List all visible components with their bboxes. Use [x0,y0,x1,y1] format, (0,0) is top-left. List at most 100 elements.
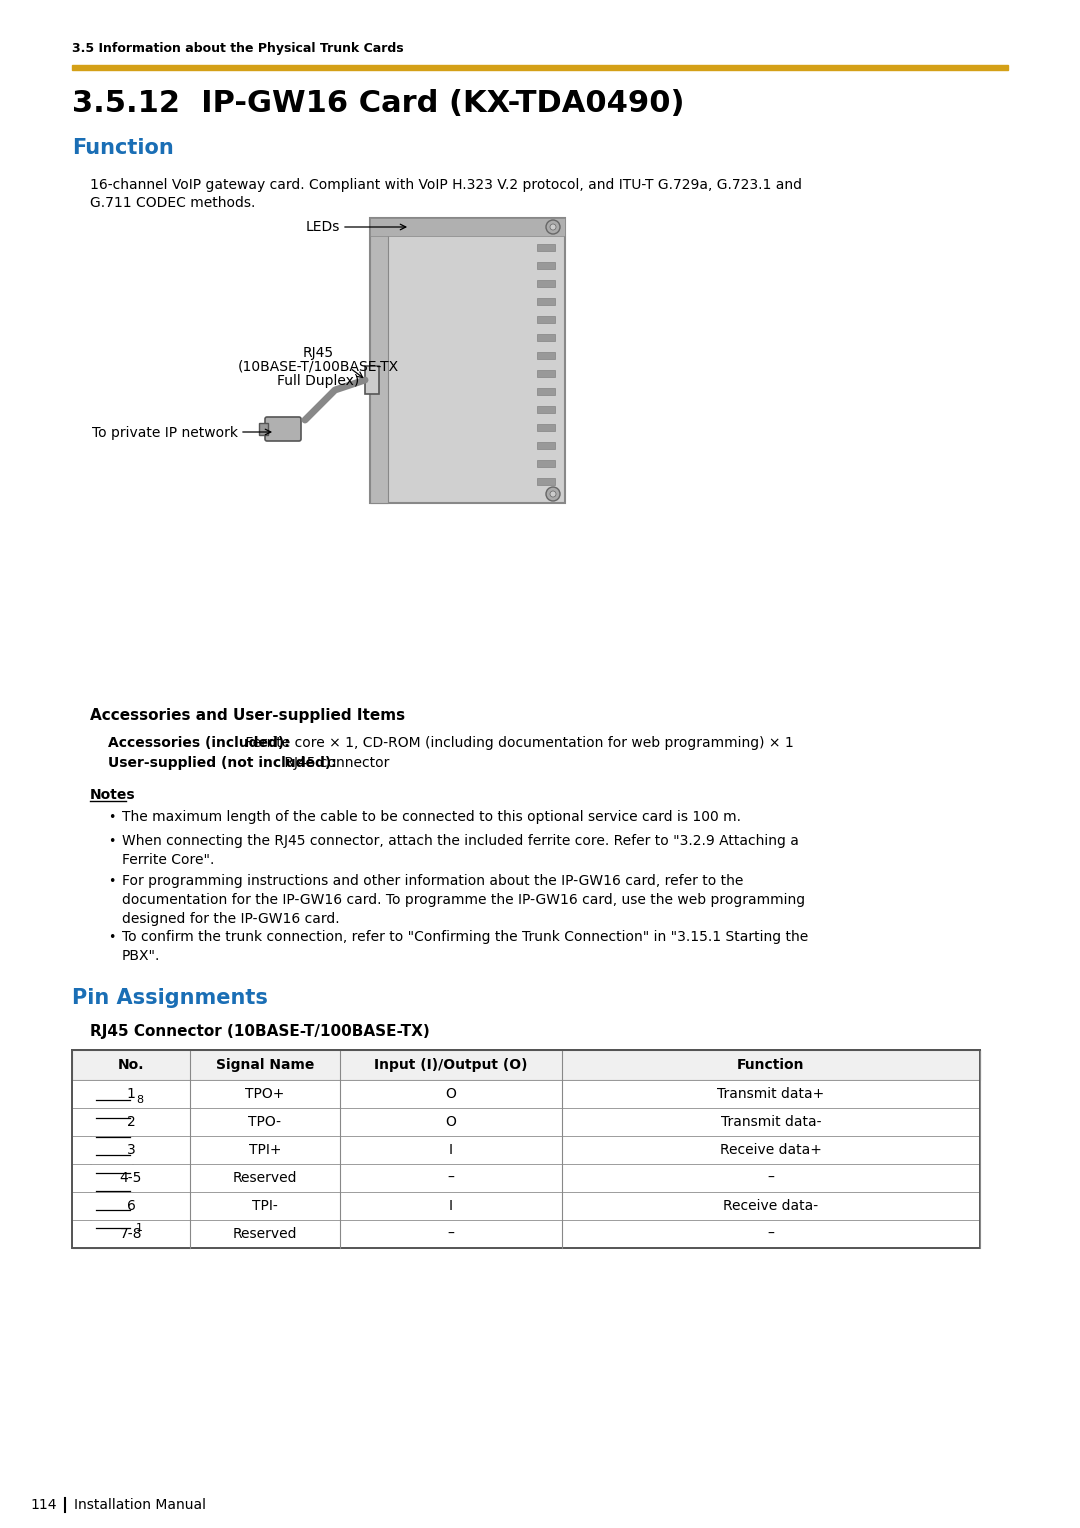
Text: Transmit data-: Transmit data- [720,1115,821,1129]
Text: •: • [108,811,116,824]
Text: Receive data-: Receive data- [724,1199,819,1213]
Circle shape [550,225,556,231]
Bar [537,478,555,484]
Text: 4-5: 4-5 [120,1170,143,1186]
Bar [190,1164,340,1192]
Text: Input (I)/Output (O): Input (I)/Output (O) [375,1057,528,1073]
Text: Pin Assignments: Pin Assignments [72,989,268,1008]
Bar [340,1219,562,1248]
Text: RJ45 connector: RJ45 connector [280,756,390,770]
Bar [537,261,555,269]
Bar [340,1108,562,1135]
Text: TPO-: TPO- [248,1115,282,1129]
Text: Full Duplex): Full Duplex) [276,374,360,388]
Bar [370,219,565,503]
Text: O: O [446,1115,457,1129]
Text: (10BASE-T/100BASE-TX: (10BASE-T/100BASE-TX [238,361,399,374]
Text: O: O [446,1086,457,1102]
Bar [190,1080,340,1108]
Text: Ferrite core × 1, CD-ROM (including documentation for web programming) × 1: Ferrite core × 1, CD-ROM (including docu… [241,736,794,750]
Text: 1: 1 [126,1086,135,1102]
Text: The maximum length of the cable to be connected to this optional service card is: The maximum length of the cable to be co… [122,810,741,824]
Text: 6: 6 [126,1199,135,1213]
Text: 114: 114 [30,1497,57,1513]
Text: Reserved: Reserved [233,1227,297,1241]
Bar [562,1080,980,1108]
Circle shape [550,490,556,497]
Bar [370,219,388,503]
Text: For programming instructions and other information about the IP-GW16 card, refer: For programming instructions and other i… [122,874,805,926]
Text: Signal Name: Signal Name [216,1057,314,1073]
Bar [72,1164,190,1192]
Text: LEDs: LEDs [306,220,340,234]
Bar [562,1219,980,1248]
Circle shape [546,487,561,501]
Bar [537,370,555,377]
Bar [562,1135,980,1164]
Text: Transmit data+: Transmit data+ [717,1086,825,1102]
Text: •: • [108,931,116,944]
Bar [190,1135,340,1164]
Bar [190,1219,340,1248]
Text: I: I [449,1143,453,1157]
Bar [340,1080,562,1108]
Text: Function: Function [738,1057,805,1073]
Bar [562,1108,980,1135]
Bar [72,1050,980,1080]
Bar [537,388,555,396]
Text: Accessories and User-supplied Items: Accessories and User-supplied Items [90,707,405,723]
Text: –: – [768,1170,774,1186]
Text: –: – [447,1170,455,1186]
Text: RJ45: RJ45 [302,345,334,361]
Bar [370,219,565,235]
Text: Notes: Notes [90,788,136,802]
Text: 16-channel VoIP gateway card. Compliant with VoIP H.323 V.2 protocol, and ITU-T : 16-channel VoIP gateway card. Compliant … [90,177,802,193]
Text: TPO+: TPO+ [245,1086,285,1102]
Text: Accessories (included):: Accessories (included): [108,736,289,750]
Text: –: – [768,1227,774,1241]
Bar [340,1164,562,1192]
Text: 2: 2 [126,1115,135,1129]
Text: Receive data+: Receive data+ [720,1143,822,1157]
Text: 3: 3 [126,1143,135,1157]
Bar [537,244,555,251]
Text: TPI-: TPI- [252,1199,278,1213]
Bar [537,335,555,341]
Text: Reserved: Reserved [233,1170,297,1186]
Text: 8: 8 [136,1096,144,1105]
Bar [340,1192,562,1219]
Bar [72,1192,190,1219]
Bar [537,460,555,468]
Text: When connecting the RJ45 connector, attach the included ferrite core. Refer to ": When connecting the RJ45 connector, atta… [122,834,799,868]
Bar [340,1135,562,1164]
Text: –: – [447,1227,455,1241]
Bar [72,1108,190,1135]
Bar [72,1050,980,1248]
Bar [190,1108,340,1135]
Bar [365,367,379,394]
Bar [72,1080,190,1248]
Text: 1: 1 [136,1222,143,1233]
Bar [562,1192,980,1219]
Text: To confirm the trunk connection, refer to "Confirming the Trunk Connection" in ": To confirm the trunk connection, refer t… [122,931,808,963]
Bar [91,1093,133,1236]
Bar [537,280,555,287]
Text: Installation Manual: Installation Manual [75,1497,206,1513]
Text: 7-8: 7-8 [120,1227,143,1241]
Text: User-supplied (not included):: User-supplied (not included): [108,756,337,770]
Bar [72,1219,190,1248]
Text: TPI+: TPI+ [248,1143,281,1157]
Text: Function: Function [72,138,174,157]
Text: •: • [108,876,116,888]
Text: 3.5.12  IP-GW16 Card (KX-TDA0490): 3.5.12 IP-GW16 Card (KX-TDA0490) [72,89,685,118]
Bar [537,351,555,359]
Bar [537,406,555,413]
Bar [537,298,555,306]
Bar [72,1135,190,1164]
Bar [537,423,555,431]
Text: I: I [449,1199,453,1213]
Circle shape [546,220,561,234]
Text: RJ45 Connector (10BASE-T/100BASE-TX): RJ45 Connector (10BASE-T/100BASE-TX) [90,1024,430,1039]
Bar [562,1164,980,1192]
Bar [190,1192,340,1219]
